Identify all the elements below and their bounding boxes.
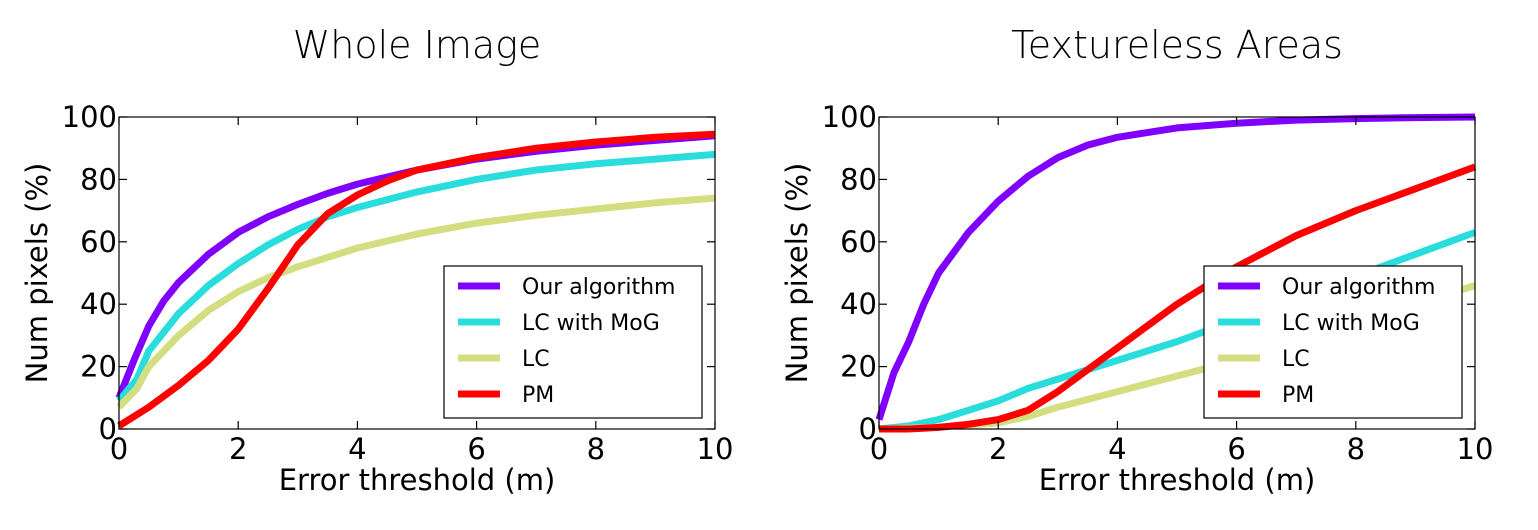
legend-label: PM	[1282, 383, 1314, 408]
x-tick-label: 2	[989, 432, 1007, 466]
y-tick-label: 40	[840, 287, 877, 321]
x-axis-label: Error threshold (m)	[1039, 463, 1316, 497]
legend-label: Our algorithm	[1282, 275, 1435, 300]
legend-label: LC	[1282, 347, 1310, 372]
series-line-our-algorithm	[875, 113, 1476, 421]
legend: Our algorithm LC with MoG LC PM	[1203, 265, 1463, 419]
series-lines	[115, 130, 716, 429]
legend-label: Our algorithm	[522, 275, 675, 300]
series-line-pm	[117, 130, 716, 429]
x-tick-label: 8	[1347, 432, 1365, 466]
y-tick-label: 40	[80, 287, 117, 321]
chart-title: Textureless Areas	[1011, 23, 1343, 67]
x-tick-label: 4	[348, 432, 366, 466]
plot-area-frame	[118, 116, 716, 430]
y-tick-label: 20	[80, 350, 117, 384]
x-tick-label: 4	[1108, 432, 1126, 466]
legend-label: LC	[522, 347, 550, 372]
x-tick-label: 6	[467, 432, 485, 466]
x-tick-label: 0	[110, 432, 128, 466]
chart-title: Whole Image	[293, 23, 542, 67]
y-tick-label: 100	[822, 100, 877, 134]
x-tick-label: 6	[1227, 432, 1245, 466]
x-tick-label: 8	[587, 432, 605, 466]
series-line-pm	[879, 163, 1477, 433]
y-tick-label: 60	[840, 225, 877, 259]
legend-label: PM	[522, 383, 554, 408]
y-tick-label: 80	[80, 162, 117, 196]
y-tick-label: 60	[80, 225, 117, 259]
y-axis-label: Num pixels (%)	[780, 163, 814, 384]
y-tick-label: 100	[62, 100, 117, 134]
y-tick-label: 80	[840, 162, 877, 196]
series-line-lc-with-mog	[116, 150, 716, 404]
legend: Our algorithm LC with MoG LC PM	[443, 265, 703, 419]
y-tick-label: 20	[840, 350, 877, 384]
x-tick-label: 2	[229, 432, 247, 466]
y-tick-label: 0	[99, 412, 117, 446]
y-tick-label: 0	[859, 412, 877, 446]
x-tick-label: 10	[1457, 432, 1494, 466]
y-axis-label: Num pixels (%)	[20, 163, 54, 384]
legend-label: LC with MoG	[1282, 311, 1420, 336]
series-line-lc	[116, 194, 716, 410]
legend-label: LC with MoG	[522, 311, 660, 336]
x-tick-label: 0	[870, 432, 888, 466]
x-axis-label: Error threshold (m)	[279, 463, 556, 497]
plot-area-frame	[878, 116, 1476, 430]
x-tick-label: 10	[697, 432, 734, 466]
